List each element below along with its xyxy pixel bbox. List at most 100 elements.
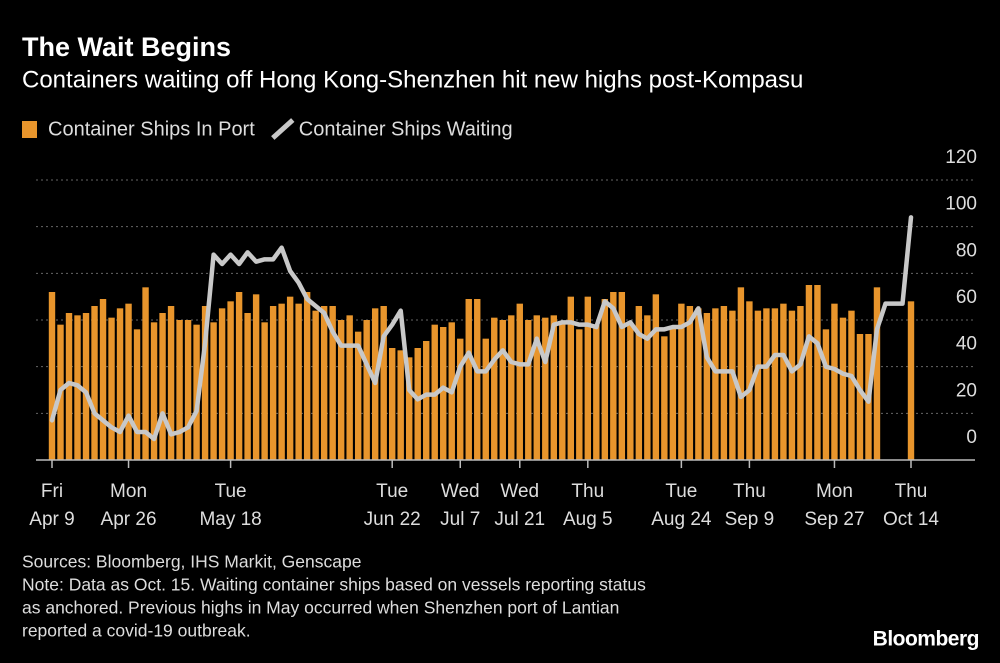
x-tick-label: Mon — [110, 481, 147, 502]
x-tick-label: May 18 — [199, 509, 261, 530]
bar — [406, 357, 413, 460]
x-tick-label: Apr 26 — [101, 509, 157, 530]
legend-swatch — [271, 118, 295, 140]
bar — [712, 308, 719, 460]
bar — [397, 350, 404, 460]
bar — [167, 306, 175, 460]
bar — [627, 324, 634, 460]
x-tick-label: Thu — [895, 481, 928, 502]
bar — [388, 348, 396, 460]
bar — [363, 320, 370, 460]
x-tick-label: Wed — [500, 481, 539, 502]
bar — [218, 308, 226, 460]
legend-swatch — [22, 121, 37, 138]
chart-subtitle: Containers waiting off Hong Kong-Shenzhe… — [22, 66, 803, 93]
bar — [261, 322, 268, 460]
x-tick-label: Tue — [376, 481, 408, 502]
bar — [686, 306, 694, 460]
bar — [780, 303, 787, 460]
x-tick-label: Sep 27 — [804, 509, 864, 530]
bar — [474, 299, 481, 460]
bar — [116, 308, 124, 460]
x-tick-label: Aug 5 — [563, 509, 613, 530]
bar — [873, 287, 881, 460]
x-tick-label: Apr 9 — [29, 509, 74, 530]
bar — [644, 315, 651, 460]
bar — [491, 317, 498, 460]
bar — [482, 338, 489, 460]
bar — [635, 306, 643, 460]
bar — [227, 301, 234, 460]
bar — [618, 292, 626, 460]
bar — [720, 306, 728, 460]
bar — [465, 299, 472, 460]
bar — [695, 308, 702, 460]
bar — [440, 327, 447, 460]
bar — [414, 348, 421, 460]
bar — [593, 324, 600, 460]
bar — [669, 327, 677, 460]
bar — [703, 313, 711, 460]
bar — [814, 285, 821, 460]
bar — [99, 299, 107, 460]
bar — [176, 320, 183, 460]
y-tick-label: 100 — [945, 194, 977, 215]
bar — [839, 317, 847, 460]
bar — [48, 292, 56, 460]
bar — [788, 310, 796, 460]
bar — [235, 292, 243, 460]
legend-label: Container Ships In Port — [48, 118, 255, 140]
bar — [125, 303, 132, 460]
note: Note: Data as Oct. 15. Waiting container… — [22, 575, 646, 595]
y-tick-label: 40 — [956, 334, 977, 355]
bar — [516, 303, 523, 460]
chart-title: The Wait Begins — [22, 32, 231, 62]
x-tick-label: Mon — [816, 481, 853, 502]
x-tick-label: Tue — [215, 481, 247, 502]
bar — [576, 329, 583, 460]
x-tick-label: Tue — [665, 481, 697, 502]
logo: Bloomberg — [873, 628, 979, 651]
bar — [661, 336, 668, 460]
x-tick-label: Thu — [571, 481, 604, 502]
bar — [312, 310, 319, 460]
x-tick-label: Fri — [41, 481, 63, 502]
y-tick-label: 0 — [966, 427, 977, 448]
note: as anchored. Previous highs in May occur… — [22, 598, 619, 618]
bar — [584, 296, 592, 460]
bar — [848, 310, 855, 460]
bar — [746, 301, 753, 460]
bar — [337, 320, 345, 460]
bar — [499, 320, 506, 460]
x-tick-label: Jul 7 — [440, 509, 480, 530]
x-tick-label: Thu — [733, 481, 766, 502]
x-tick-label: Jul 21 — [494, 509, 545, 530]
bar — [822, 329, 830, 460]
bar — [133, 329, 141, 460]
bar — [65, 313, 73, 460]
bar — [159, 313, 166, 460]
x-tick-label: Sep 9 — [725, 509, 775, 530]
bar — [525, 320, 532, 460]
bar — [269, 306, 277, 460]
bar — [856, 334, 864, 460]
bar — [550, 315, 557, 460]
bar — [610, 292, 617, 460]
x-tick-label: Aug 24 — [651, 509, 712, 530]
bar — [320, 306, 328, 460]
bar — [201, 306, 209, 460]
bar — [797, 306, 804, 460]
bar — [729, 310, 736, 460]
bar — [601, 299, 609, 460]
bar — [423, 341, 430, 460]
bar — [286, 296, 294, 460]
line — [49, 215, 914, 442]
bar — [380, 306, 387, 460]
legend-label: Container Ships Waiting — [299, 118, 513, 140]
bar — [142, 287, 149, 460]
bar — [193, 324, 200, 460]
bar — [542, 317, 549, 460]
bar — [108, 317, 115, 460]
bar — [508, 315, 515, 460]
